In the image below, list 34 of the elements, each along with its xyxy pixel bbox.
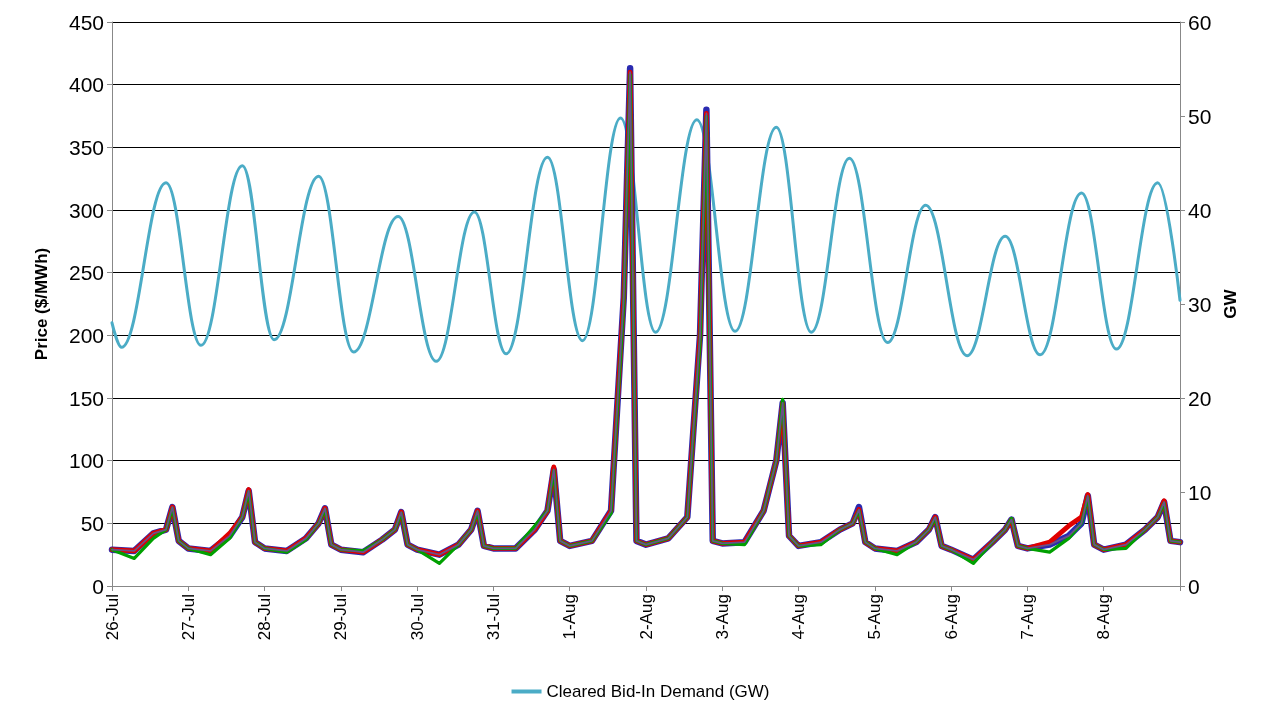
x-tick-label: 4-Aug [789,594,809,640]
x-tick-label: 27-Jul [178,594,198,641]
y2-tick-label: 30 [1188,292,1212,316]
y2-axis-title: GW [1221,288,1241,319]
y-tick-label: 100 [68,449,104,473]
y-tick-label: 250 [68,261,104,285]
y2-tick-label: 50 [1188,104,1212,128]
y-tick-label: 50 [80,511,104,535]
x-tick-label: 31-Jul [483,594,503,641]
x-tick-label: 6-Aug [941,594,961,640]
y2-tick-label: 20 [1188,386,1212,410]
y-tick-label: 200 [68,323,104,347]
x-tick-label: 2-Aug [636,594,656,640]
x-tick-label: 3-Aug [712,594,732,640]
legend-label: Cleared Bid-In Demand (GW) [546,682,770,701]
y-tick-label: 150 [68,386,104,410]
x-tick-label: 30-Jul [407,594,427,641]
x-tick-label: 29-Jul [331,594,351,641]
x-tick-label: 8-Aug [1094,594,1114,640]
y-tick-label: 400 [68,73,104,97]
y-tick-label: 300 [68,198,104,222]
y2-tick-label: 0 [1188,574,1200,598]
x-tick-label: 1-Aug [560,594,580,640]
y2-tick-label: 10 [1188,480,1212,504]
y2-tick-label: 60 [1188,10,1212,34]
x-tick-label: 5-Aug [865,594,885,640]
y-tick-label: 0 [92,574,104,598]
y-tick-label: 450 [68,10,104,34]
y-tick-label: 350 [68,135,104,159]
x-tick-label: 28-Jul [255,594,275,641]
x-tick-label: 26-Jul [102,594,122,641]
y2-tick-label: 40 [1188,198,1212,222]
x-tick-label: 7-Aug [1017,594,1037,640]
y-axis-title: Price ($/MWh) [32,247,51,361]
